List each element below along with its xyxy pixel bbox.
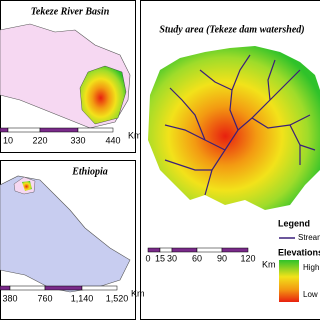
scale-label: 90 <box>217 253 227 263</box>
scale-segment <box>221 247 249 253</box>
panel-title: Tekeze River Basin <box>31 6 110 17</box>
basin-panel: Tekeze River Basin <box>0 0 136 153</box>
scale-segment <box>9 285 46 291</box>
scale-segment <box>0 127 9 133</box>
ethiopia-panel: Ethiopia <box>0 160 136 320</box>
legend: Legend Stream Elevations High Low <box>274 212 320 308</box>
scale-segment <box>44 285 83 291</box>
scale-label: 10 <box>3 135 13 145</box>
scale-label: 60 <box>192 253 202 263</box>
scale-segment <box>81 285 118 291</box>
scale-label: 15 <box>155 253 165 263</box>
scale-unit: Km <box>131 288 145 298</box>
scale-label: 380 <box>2 293 17 303</box>
watershed-inset <box>79 65 127 125</box>
legend-stream: Stream <box>298 233 320 242</box>
scale-segment <box>147 247 161 253</box>
panel-title: Study area (Tekeze dam watershed) <box>159 24 304 35</box>
ethiopia-shape <box>0 175 131 293</box>
watershed-inset <box>22 181 32 191</box>
legend-title: Legend <box>278 218 310 228</box>
scale-label: 0 <box>145 253 150 263</box>
scale-label: 220 <box>32 135 47 145</box>
scale-segment <box>159 247 173 253</box>
scale-label: 440 <box>105 135 120 145</box>
scale-segment <box>0 285 11 291</box>
scale-segment <box>39 127 79 133</box>
scale-label: 1,520 <box>106 293 129 303</box>
scale-segment <box>171 247 198 253</box>
scale-segment <box>196 247 223 253</box>
scale-label: 120 <box>240 253 255 263</box>
panel-title: Ethiopia <box>71 166 108 177</box>
scale-label: 1,140 <box>71 293 94 303</box>
scale-label: 30 <box>167 253 177 263</box>
scale-label: 760 <box>37 293 52 303</box>
legend-elevation-title: Elevations <box>278 247 320 257</box>
scale-unit: Km <box>262 259 276 269</box>
scale-segment <box>7 127 41 133</box>
study-area-panel: Study area (Tekeze dam watershed) Legend… <box>140 0 320 320</box>
scale-segment <box>77 127 114 133</box>
legend-high: High <box>303 263 319 272</box>
legend-low: Low <box>303 290 318 299</box>
streams <box>164 54 316 196</box>
scale-unit: Km <box>128 130 142 140</box>
scale-label: 330 <box>70 135 85 145</box>
